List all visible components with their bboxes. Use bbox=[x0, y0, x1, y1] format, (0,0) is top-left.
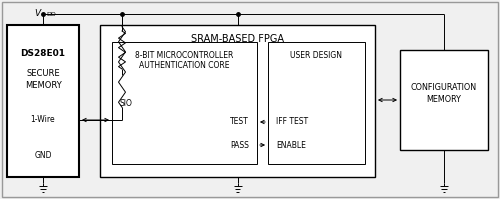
Text: AUTHENTICATION CORE: AUTHENTICATION CORE bbox=[139, 61, 230, 70]
Text: GND: GND bbox=[34, 150, 52, 160]
Text: DS28E01: DS28E01 bbox=[20, 49, 66, 58]
Text: SECURE: SECURE bbox=[26, 68, 60, 77]
Bar bbox=[400, 50, 488, 150]
Bar bbox=[112, 42, 257, 164]
Text: USER DESIGN: USER DESIGN bbox=[290, 52, 343, 60]
Text: MEMORY: MEMORY bbox=[426, 96, 462, 104]
Text: 1-Wire: 1-Wire bbox=[30, 115, 56, 125]
Text: 8-BIT MICROCONTROLLER: 8-BIT MICROCONTROLLER bbox=[136, 52, 234, 60]
Bar bbox=[268, 42, 365, 164]
Text: ENABLE: ENABLE bbox=[276, 140, 306, 149]
Text: V: V bbox=[34, 10, 40, 19]
Text: SIO: SIO bbox=[120, 100, 133, 108]
Text: DD: DD bbox=[46, 13, 56, 18]
Text: PASS: PASS bbox=[230, 140, 249, 149]
Text: TEST: TEST bbox=[230, 117, 249, 127]
Text: SRAM-BASED FPGA: SRAM-BASED FPGA bbox=[191, 34, 284, 44]
Text: IFF TEST: IFF TEST bbox=[276, 117, 308, 127]
Text: CONFIGURATION: CONFIGURATION bbox=[411, 84, 477, 93]
Bar bbox=[100, 25, 375, 177]
Bar bbox=[7, 25, 79, 177]
Text: MEMORY: MEMORY bbox=[24, 81, 62, 90]
